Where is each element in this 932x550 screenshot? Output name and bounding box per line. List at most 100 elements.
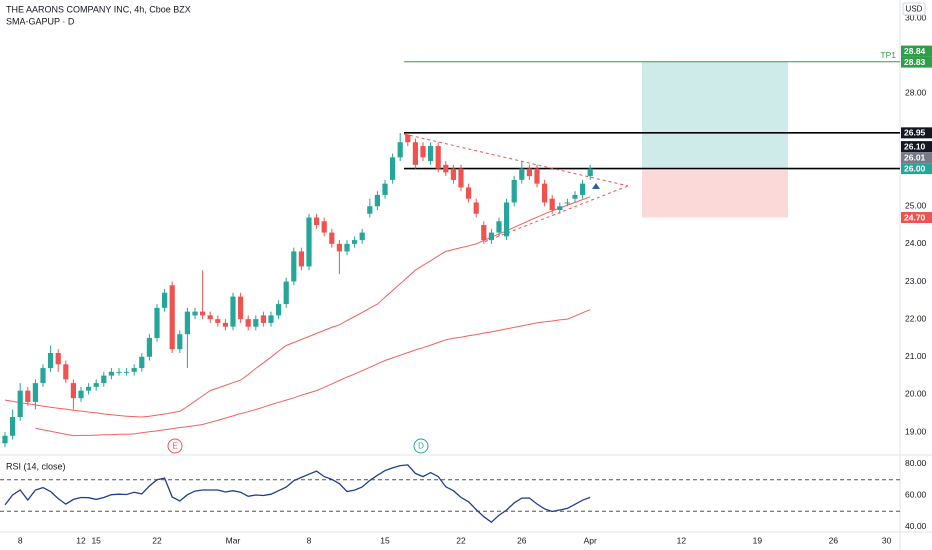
- candle-body: [420, 146, 426, 158]
- rsi-tick-label: 40.00: [905, 521, 927, 531]
- candle-body: [2, 435, 8, 444]
- price-label-box: [901, 163, 932, 175]
- candle-body: [200, 311, 206, 316]
- candle-body: [519, 168, 525, 180]
- x-tick-label: 8: [307, 535, 312, 545]
- candle-body: [374, 194, 380, 207]
- y-tick-label: 30.00: [905, 12, 927, 22]
- y-tick-label: 28.00: [905, 88, 927, 98]
- candle-body: [306, 217, 312, 267]
- rsi-tick-label: 60.00: [905, 490, 927, 500]
- candle-body: [405, 134, 411, 143]
- price-label-box: [901, 45, 932, 57]
- price-label-box: [901, 141, 932, 153]
- price-label: 24.70: [904, 212, 926, 222]
- price-label: 28.84: [904, 46, 926, 56]
- candle-body: [359, 232, 365, 241]
- candle-body: [321, 221, 327, 233]
- candle-body: [572, 194, 578, 199]
- candle-body: [336, 243, 342, 252]
- candle-body: [48, 353, 54, 369]
- candle-body: [412, 142, 418, 165]
- target-zone: [642, 61, 788, 169]
- price-label: 26.95: [904, 128, 926, 138]
- x-tick-label: 15: [380, 535, 390, 545]
- candle-body: [450, 168, 456, 180]
- candle-body: [10, 416, 16, 436]
- candle-body: [93, 383, 99, 387]
- x-tick-label: 22: [152, 535, 162, 545]
- candle-body: [466, 187, 472, 199]
- stop-zone: [642, 170, 788, 218]
- y-tick-label: 24.00: [905, 238, 927, 248]
- candle-body: [367, 206, 373, 214]
- x-tick-label: Apr: [584, 535, 597, 545]
- candle-body: [139, 356, 145, 369]
- x-tick-label: 30: [882, 535, 892, 545]
- candle-body: [352, 240, 358, 244]
- x-tick-label: 15: [91, 535, 101, 545]
- price-label: 28.83: [904, 57, 926, 67]
- candle-body: [215, 319, 221, 323]
- earnings-label[interactable]: E: [172, 442, 177, 451]
- y-tick-label: 25.00: [905, 200, 927, 210]
- candle-body: [298, 251, 304, 267]
- y-tick-label: 19.00: [905, 426, 927, 436]
- candle-body: [184, 311, 190, 335]
- dividend-marker[interactable]: [413, 438, 429, 454]
- candle-body: [587, 168, 593, 177]
- x-tick-label: 26: [829, 535, 839, 545]
- candle-body: [17, 390, 23, 417]
- candle-body: [192, 311, 198, 316]
- candle-body: [260, 315, 266, 323]
- candle-body: [488, 232, 494, 241]
- earnings-marker[interactable]: [167, 438, 183, 454]
- pattern-upper: [403, 133, 629, 187]
- price-label: 26.00: [904, 163, 926, 173]
- candle-body: [177, 334, 183, 350]
- moving-average: [4, 196, 591, 418]
- candle-body: [222, 322, 228, 327]
- candle-body: [162, 292, 168, 308]
- x-tick-label: 12: [677, 535, 687, 545]
- candle-body: [382, 183, 388, 195]
- dividend-label[interactable]: D: [418, 442, 424, 451]
- currency[interactable]: USD: [906, 5, 923, 14]
- currency-box[interactable]: [902, 2, 926, 16]
- signal-arrow: [592, 183, 600, 189]
- candle-body: [245, 319, 251, 327]
- candle-body: [124, 371, 130, 373]
- candle-body: [108, 371, 114, 376]
- candle-body: [253, 319, 259, 327]
- price-label-box: [901, 152, 932, 164]
- candle-body: [344, 243, 350, 252]
- candle-body: [40, 368, 46, 384]
- price-label-box: [901, 212, 932, 224]
- plot-area: 19.00 20.00 21.00 22.00 23.00 24.00 25.00 28.00…: [0, 12, 927, 545]
- candle-body: [146, 337, 152, 357]
- candle-body: [169, 285, 175, 350]
- candle-body: [435, 146, 441, 169]
- x-tick-label: 22: [456, 535, 466, 545]
- price-label: 26.01: [904, 152, 926, 162]
- candle-body: [207, 315, 213, 320]
- candle-body: [580, 183, 586, 195]
- candle-body: [116, 371, 122, 373]
- rsi-line: [4, 464, 591, 524]
- price-label: 26.10: [904, 141, 926, 151]
- rsi-tick-label: 80.00: [905, 458, 927, 468]
- x-tick-label: 8: [18, 535, 23, 545]
- level-label: TP1: [880, 50, 896, 60]
- candle-body: [283, 281, 289, 305]
- candle-body: [564, 202, 570, 204]
- candle-body: [443, 164, 449, 173]
- moving-average: [35, 309, 591, 437]
- candle-body: [238, 296, 244, 320]
- candle-body: [101, 375, 107, 384]
- candle-body: [428, 146, 434, 162]
- candle-body: [276, 304, 282, 316]
- chart-title: THE AARONS COMPANY INC, 4h, Cboe BZX: [6, 4, 191, 14]
- candle-body: [504, 202, 510, 237]
- candle-body: [534, 168, 540, 184]
- candle-body: [549, 198, 555, 210]
